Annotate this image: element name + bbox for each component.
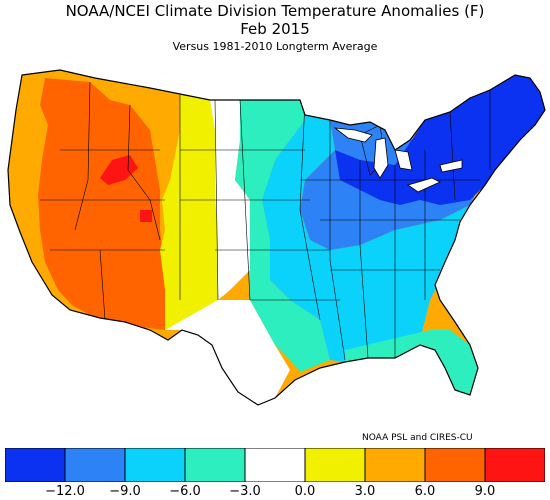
great-lakes	[333, 127, 463, 193]
legend-bin	[364, 448, 426, 482]
lake-ontario	[439, 159, 463, 173]
legend-colorbar	[5, 448, 545, 482]
region-montana	[110, 88, 180, 190]
region-rockies	[160, 95, 220, 290]
legend-tick-label: 0.0	[294, 484, 316, 499]
lake-michigan	[373, 137, 389, 179]
region-great-basin	[38, 78, 165, 330]
map-subtitle: Feb 2015	[240, 20, 310, 38]
legend-bin	[184, 448, 246, 482]
map-title: NOAA/NCEI Climate Division Temperature A…	[65, 2, 485, 20]
legend-bin	[304, 448, 366, 482]
legend-tick-label: −9.0	[109, 484, 141, 499]
lake-huron	[394, 149, 413, 171]
map-caption: Versus 1981-2010 Longterm Average	[172, 40, 378, 53]
us-anomaly-map	[7, 69, 546, 406]
legend-tick-label: 3.0	[354, 484, 376, 499]
region-midwest-south	[262, 100, 470, 362]
legend-tick-label: −6.0	[169, 484, 201, 499]
legend-tick-label: 6.0	[414, 484, 436, 499]
region-southern-texas	[165, 300, 290, 405]
legend-tick-label: −12.0	[45, 484, 85, 499]
legend-bin	[64, 448, 126, 482]
map-credit: NOAA PSL and CIRES-CU	[362, 433, 473, 443]
division-boundaries	[40, 81, 491, 361]
region-utah-hotspot	[140, 210, 152, 222]
legend-bin	[5, 448, 66, 482]
legend-bin	[484, 448, 545, 482]
region-central-plains	[235, 100, 330, 372]
lake-erie	[407, 177, 441, 193]
legend-tick-label: 9.0	[474, 484, 496, 499]
legend-bin	[244, 448, 306, 482]
legend-bin	[424, 448, 486, 482]
region-florida	[430, 330, 478, 395]
region-northeast	[335, 70, 545, 205]
legend-bin	[124, 448, 186, 482]
anomaly-fill-layer	[8, 70, 545, 405]
lake-superior	[333, 127, 373, 143]
legend-tick-label: −3.0	[229, 484, 261, 499]
